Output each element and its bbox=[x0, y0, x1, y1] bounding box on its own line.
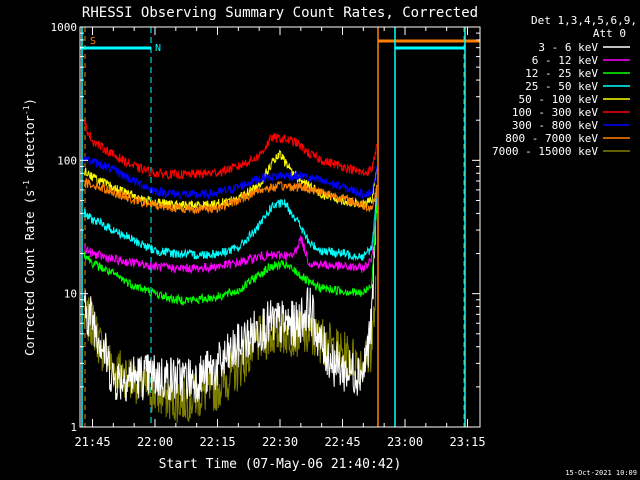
x-axis: 21:45 22:00 22:15 22:30 22:45 23:00 23:15 bbox=[74, 27, 486, 449]
x-tick-label: 23:00 bbox=[387, 435, 423, 449]
series-line bbox=[83, 149, 378, 211]
legend-label: 12 - 25 keV bbox=[525, 67, 598, 80]
series-line bbox=[83, 120, 378, 181]
y-tick-label: 1 bbox=[70, 421, 77, 434]
series-line bbox=[83, 192, 378, 275]
x-tick-label: 21:45 bbox=[74, 435, 110, 449]
x-axis-label: Start Time (07-May-06 21:40:42) bbox=[159, 457, 402, 472]
series-line bbox=[83, 188, 378, 403]
series-line bbox=[83, 154, 378, 200]
legend-label: 800 - 7000 keV bbox=[505, 132, 598, 145]
x-tick-label: 22:30 bbox=[262, 435, 298, 449]
legend-label: 7000 - 15000 keV bbox=[492, 145, 598, 158]
marker-label-s: S bbox=[90, 36, 96, 47]
series-line bbox=[83, 184, 378, 262]
x-tick-label: 22:45 bbox=[324, 435, 360, 449]
timestamp: 15-Oct-2021 10:09 bbox=[565, 469, 637, 477]
legend-label: 100 - 300 keV bbox=[512, 106, 598, 119]
y-tick-label: 1000 bbox=[51, 21, 78, 34]
y-tick-label: 100 bbox=[57, 154, 77, 167]
y-tick-label: 10 bbox=[64, 288, 77, 301]
marker-lines: SN bbox=[80, 27, 480, 427]
series-line bbox=[83, 204, 378, 306]
chart-title: RHESSI Observing Summary Count Rates, Co… bbox=[82, 5, 478, 21]
legend-header-detectors: Det 1,3,4,5,6,9, bbox=[531, 14, 637, 27]
marker-label-n: N bbox=[155, 43, 161, 54]
x-tick-label: 22:15 bbox=[199, 435, 235, 449]
y-axis-label: Corrected Count Rate (s-1 detector-1) bbox=[22, 98, 37, 356]
legend-label: 6 - 12 keV bbox=[532, 54, 599, 67]
legend-label: 300 - 800 keV bbox=[512, 119, 598, 132]
legend-header-attenuator: Att 0 bbox=[593, 27, 626, 40]
series-line bbox=[83, 176, 378, 215]
x-tick-label: 22:00 bbox=[137, 435, 173, 449]
x-tick-label: 23:15 bbox=[449, 435, 485, 449]
legend-label: 3 - 6 keV bbox=[538, 41, 598, 54]
y-axis: 1 10 100 1000 bbox=[51, 21, 480, 434]
series-layer bbox=[83, 120, 378, 423]
legend-label: 25 - 50 keV bbox=[525, 80, 598, 93]
legend-label: 50 - 100 keV bbox=[519, 93, 599, 106]
